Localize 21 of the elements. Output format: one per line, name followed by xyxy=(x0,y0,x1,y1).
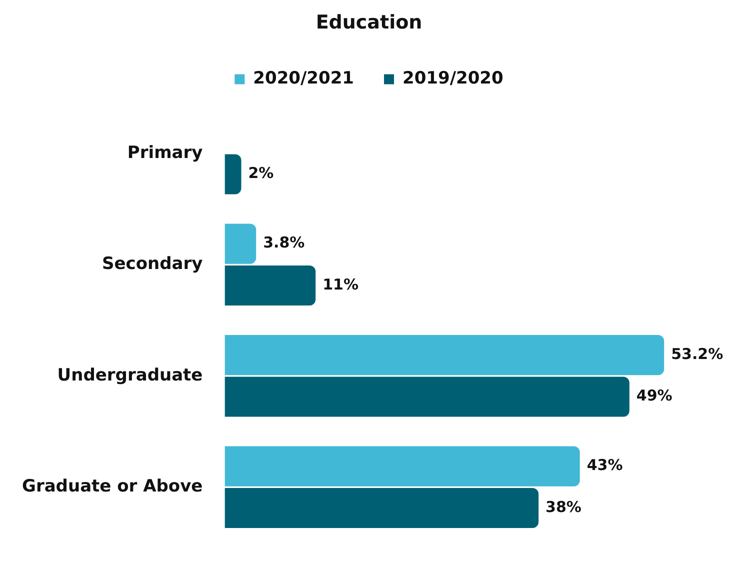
bar xyxy=(224,154,242,194)
data-label: 43% xyxy=(586,456,623,474)
chart-title: Education xyxy=(316,11,422,34)
bar xyxy=(224,335,664,376)
y-tick-label: Secondary xyxy=(102,254,203,274)
data-label: 3.8% xyxy=(263,234,305,252)
legend-label: 2020/2021 xyxy=(253,68,354,89)
data-label: 11% xyxy=(322,275,358,294)
y-tick-label: Primary xyxy=(127,142,203,163)
data-label: 38% xyxy=(546,498,582,516)
bar xyxy=(224,266,316,306)
data-label: 2% xyxy=(248,164,274,182)
bar xyxy=(224,224,256,264)
bar xyxy=(224,488,539,528)
bar xyxy=(224,446,580,486)
data-label: 53.2% xyxy=(671,344,724,363)
y-tick-label: Undergraduate xyxy=(57,365,203,386)
y-tick-label: Graduate or Above xyxy=(22,476,203,497)
legend-label: 2019/2020 xyxy=(402,68,504,89)
bar xyxy=(224,376,630,417)
data-label: 49% xyxy=(636,386,672,405)
